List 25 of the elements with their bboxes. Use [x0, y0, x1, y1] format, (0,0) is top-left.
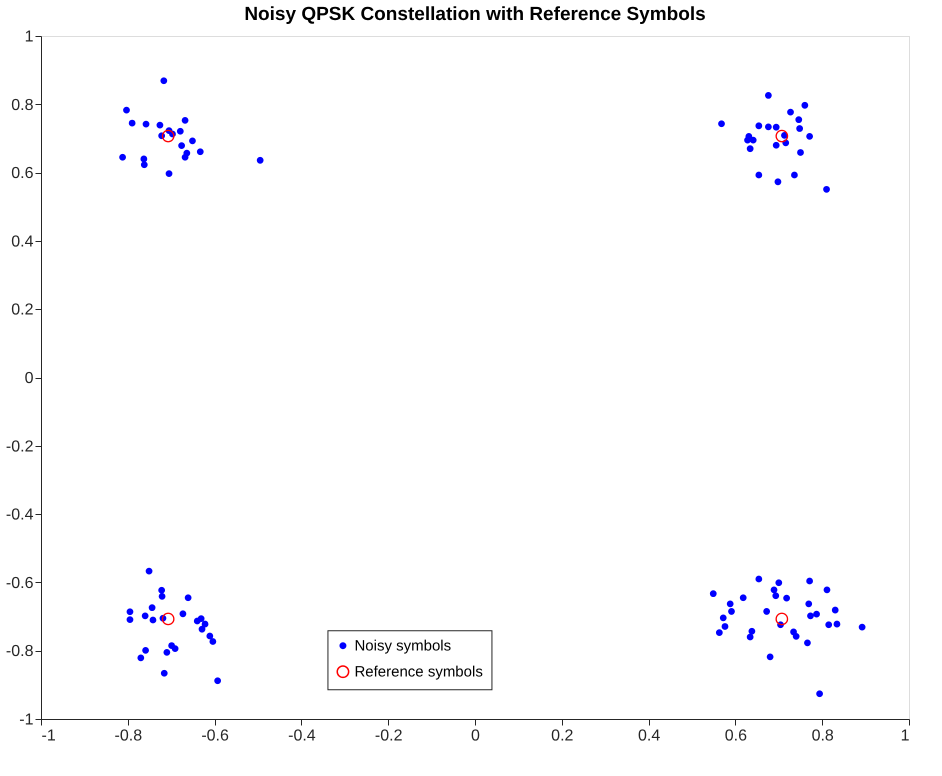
y-tick-label: -0.2 [6, 438, 34, 456]
x-tick-label: 0.8 [812, 728, 834, 744]
y-tick-label: -0.6 [6, 574, 34, 592]
y-tick-label: -0.4 [6, 506, 34, 524]
y-tick-label: -1 [19, 712, 34, 728]
y-tick-label: 0.4 [11, 233, 34, 250]
x-tick-label: -0.2 [374, 728, 403, 744]
x-tick-label: -0.6 [201, 728, 229, 744]
y-tick-label: 0.6 [11, 165, 34, 182]
x-tick-label: 1 [900, 728, 910, 744]
x-tick-label: 0.4 [638, 728, 660, 744]
legend-label: Noisy symbols [354, 638, 452, 655]
y-tick-label: 0.8 [11, 96, 34, 114]
x-tick-label: 0.2 [551, 728, 574, 744]
x-tick-label: -0.4 [288, 728, 316, 744]
x-tick-label: -0.8 [114, 728, 142, 744]
legend-label: Reference symbols [354, 664, 483, 681]
x-tick-label: -1 [42, 728, 56, 744]
chart-title: Noisy QPSK Constellation with Reference Symbols [244, 4, 706, 25]
x-tick-label: 0 [471, 728, 480, 744]
y-tick-label: 0.2 [11, 302, 34, 319]
x-tick-label: 0.6 [724, 728, 748, 744]
y-tick-label: 1 [24, 28, 34, 46]
y-tick-label: 0 [24, 370, 34, 387]
y-tick-label: -0.8 [6, 643, 34, 660]
